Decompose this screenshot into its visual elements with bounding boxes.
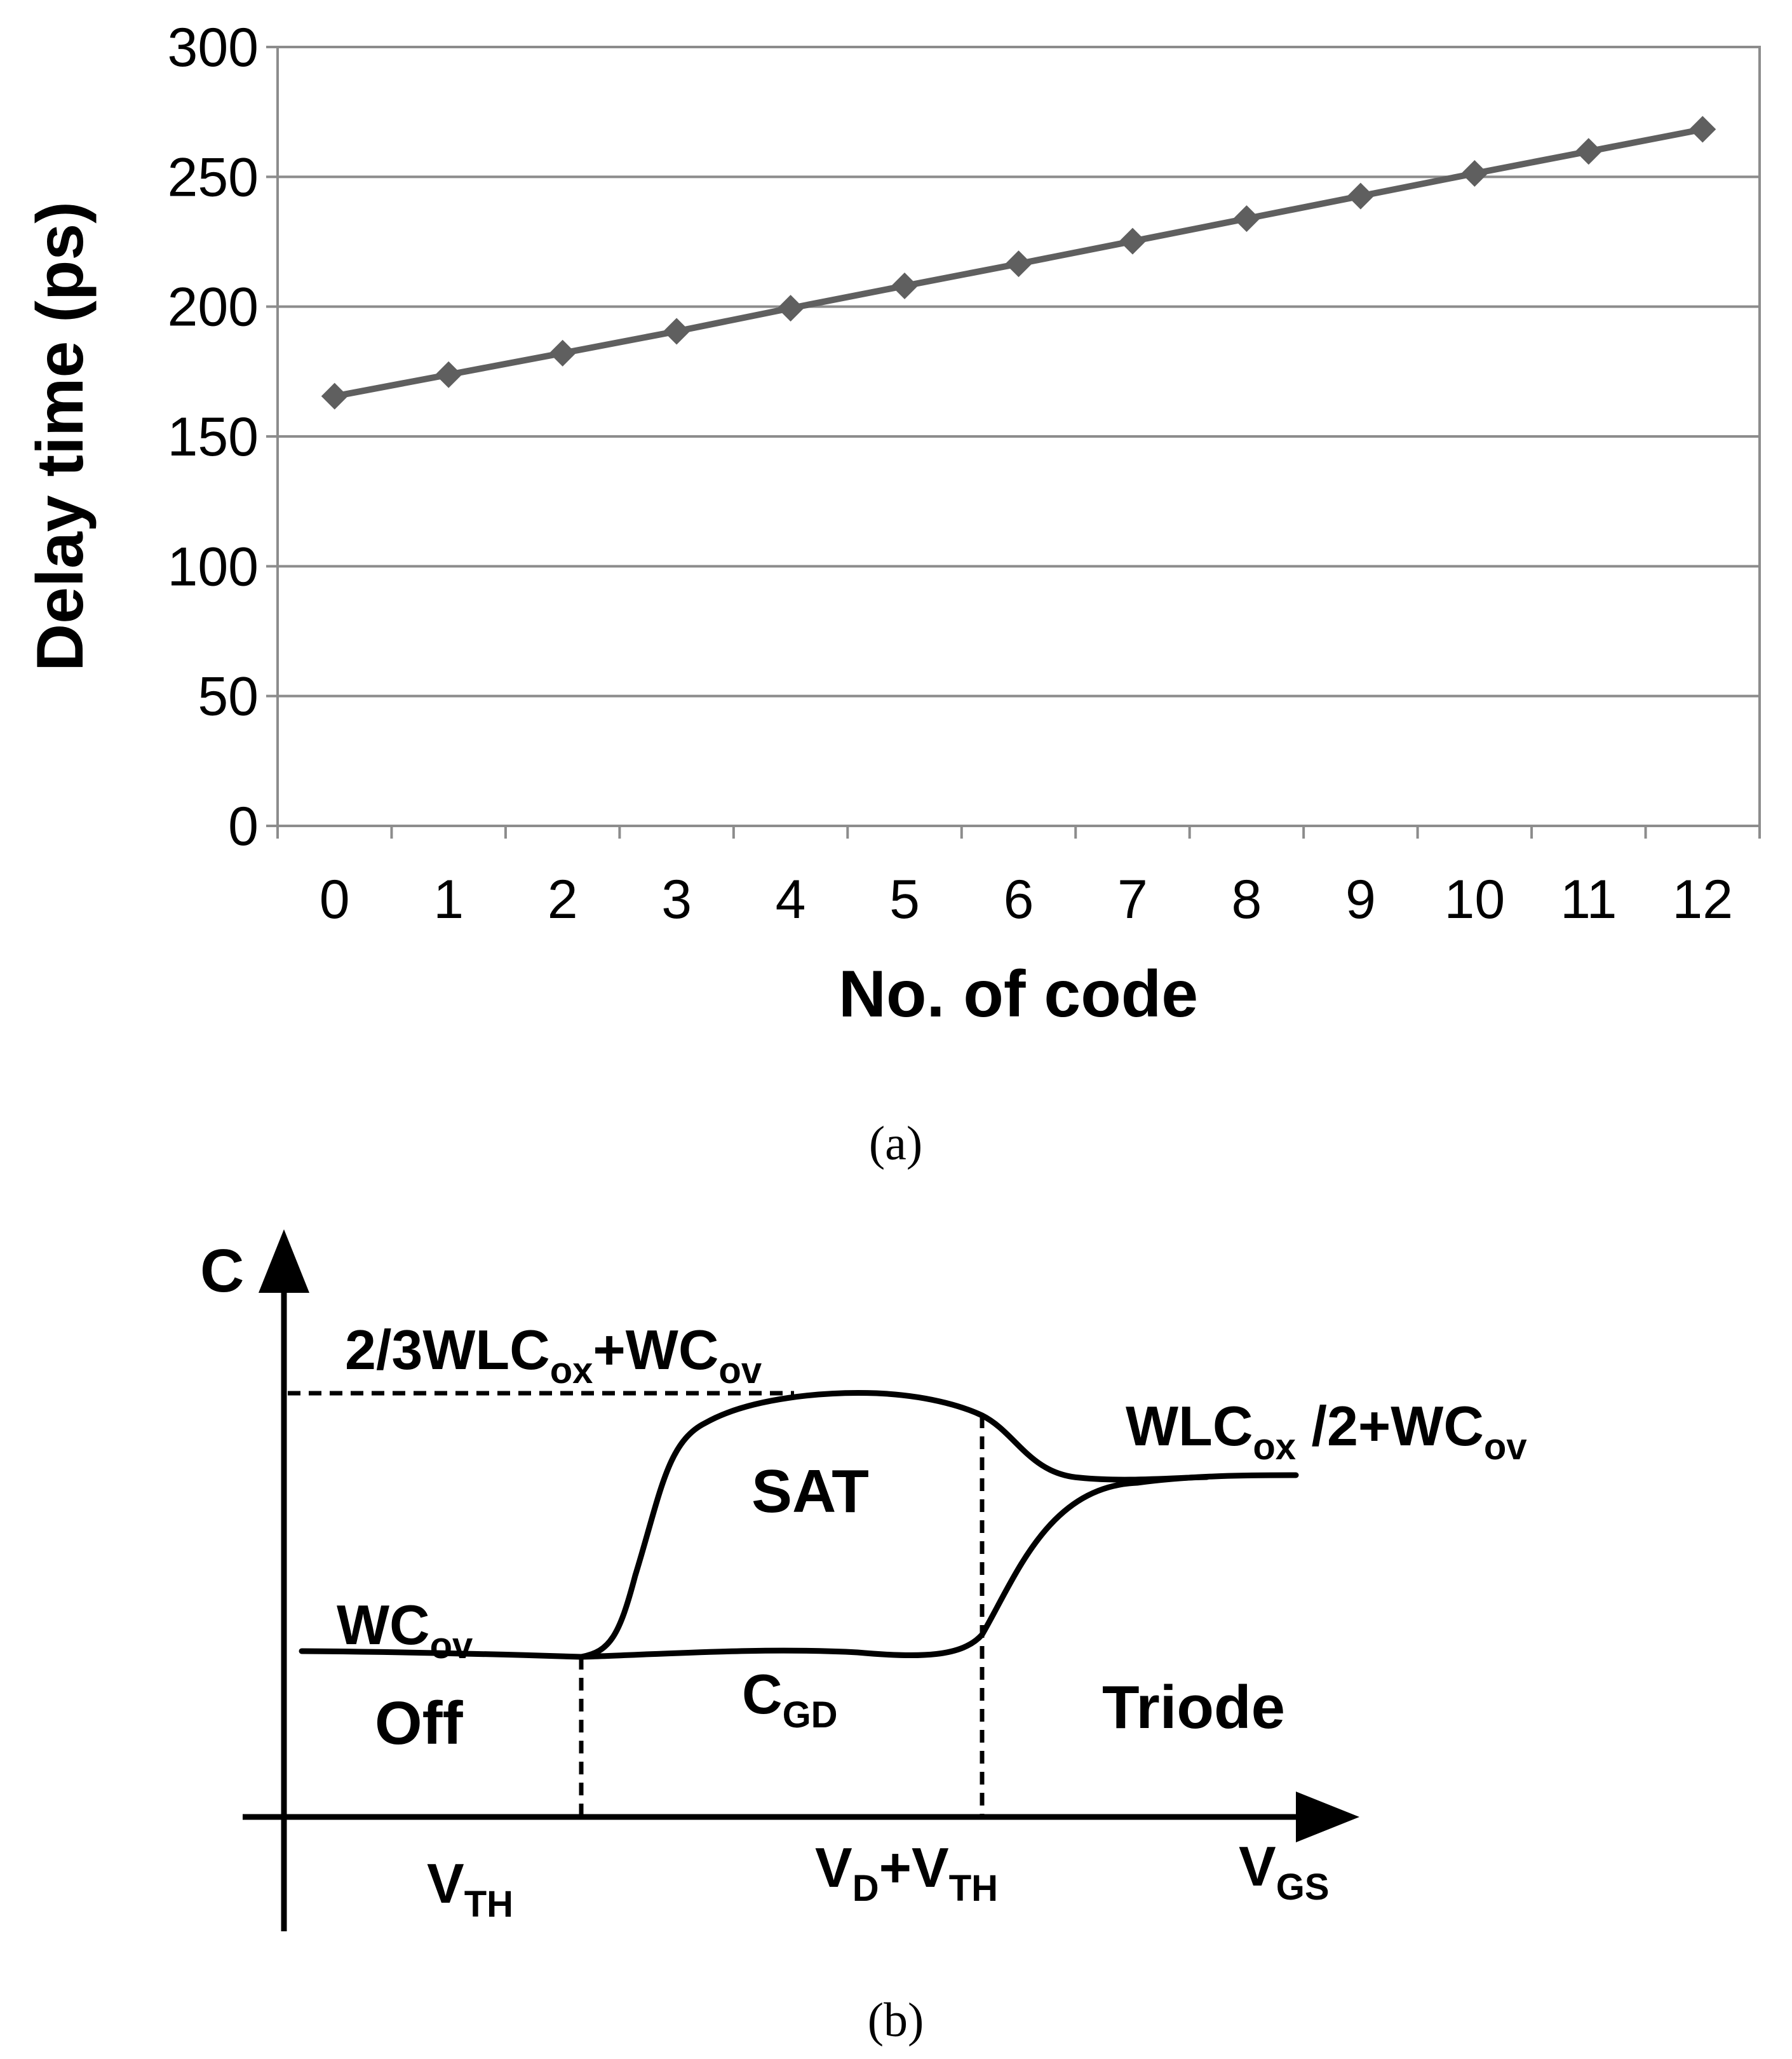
data-point-marker xyxy=(777,295,804,322)
data-point-marker xyxy=(435,361,462,388)
x-tick-label: 5 xyxy=(889,869,920,930)
region-sat-label: SAT xyxy=(751,1457,869,1525)
x-tick-label: 9 xyxy=(1345,869,1376,930)
y-tick-label: 300 xyxy=(168,17,259,78)
y-tick-label: 0 xyxy=(228,796,259,857)
data-point-marker xyxy=(321,382,348,410)
x-tick-label: 7 xyxy=(1117,869,1148,930)
region-off-label: Off xyxy=(375,1689,464,1757)
data-point-marker xyxy=(1689,116,1716,143)
region-triode-label: Triode xyxy=(1102,1673,1285,1741)
data-point-marker xyxy=(663,318,691,345)
x-tick-label: 1 xyxy=(433,869,464,930)
capacitance-diagram: C 2/3WLCox+WCov WLCox /2+WCov WCov CGD S… xyxy=(200,1229,1527,2047)
caption-a: (a) xyxy=(869,1117,922,1170)
cgd-curve xyxy=(299,1472,1299,1660)
y-tick-label: 150 xyxy=(168,407,259,468)
caption-b: (b) xyxy=(868,1994,924,2047)
y-tick-label: 200 xyxy=(168,277,259,338)
x-tick-label: 4 xyxy=(776,869,806,930)
x-tick-label: 10 xyxy=(1445,869,1506,930)
vd-vth-label: VD+VTH xyxy=(815,1836,998,1909)
vth-label: VTH xyxy=(427,1852,513,1925)
data-point-marker xyxy=(1233,205,1260,233)
vgs-axis-arrowhead xyxy=(1296,1792,1359,1842)
right-level-label: WLCox /2+WCov xyxy=(1126,1394,1527,1468)
cgd-label: CGD xyxy=(742,1663,838,1736)
x-tick-label: 0 xyxy=(320,869,350,930)
x-tick-label: 6 xyxy=(1004,869,1034,930)
y-axis-title: Delay time (ps) xyxy=(24,201,97,672)
series-markers xyxy=(321,116,1716,410)
x-tick-marks xyxy=(276,826,1761,839)
x-tick-label: 12 xyxy=(1672,869,1733,930)
y-tick-label: 100 xyxy=(168,536,259,597)
x-tick-label: 3 xyxy=(661,869,692,930)
data-point-marker xyxy=(1347,182,1374,210)
cgs-curve xyxy=(578,1390,1210,1660)
c-axis-arrowhead xyxy=(259,1229,309,1293)
x-tick-label: 8 xyxy=(1232,869,1262,930)
data-point-marker xyxy=(549,339,576,367)
data-point-marker xyxy=(1005,250,1032,278)
top-level-label: 2/3WLCox+WCov xyxy=(345,1318,762,1391)
y-gridlines xyxy=(266,46,1760,827)
vgs-axis-label: VGS xyxy=(1239,1835,1330,1908)
x-tick-label: 11 xyxy=(1560,869,1617,930)
y-tick-labels: 0 50 100 150 200 250 300 xyxy=(168,17,259,857)
data-point-marker xyxy=(1575,138,1602,165)
x-axis-title: No. of code xyxy=(839,957,1198,1031)
data-point-marker xyxy=(891,272,919,299)
data-point-marker xyxy=(1119,227,1146,255)
data-point-marker xyxy=(1461,160,1488,187)
x-tick-label: 2 xyxy=(548,869,578,930)
y-tick-label: 50 xyxy=(198,666,259,727)
c-axis-label: C xyxy=(200,1237,244,1305)
left-level-label: WCov xyxy=(337,1593,473,1666)
y-tick-label: 250 xyxy=(168,147,259,208)
x-tick-labels: 0 1 2 3 4 5 6 7 8 9 10 11 12 xyxy=(320,869,1733,930)
